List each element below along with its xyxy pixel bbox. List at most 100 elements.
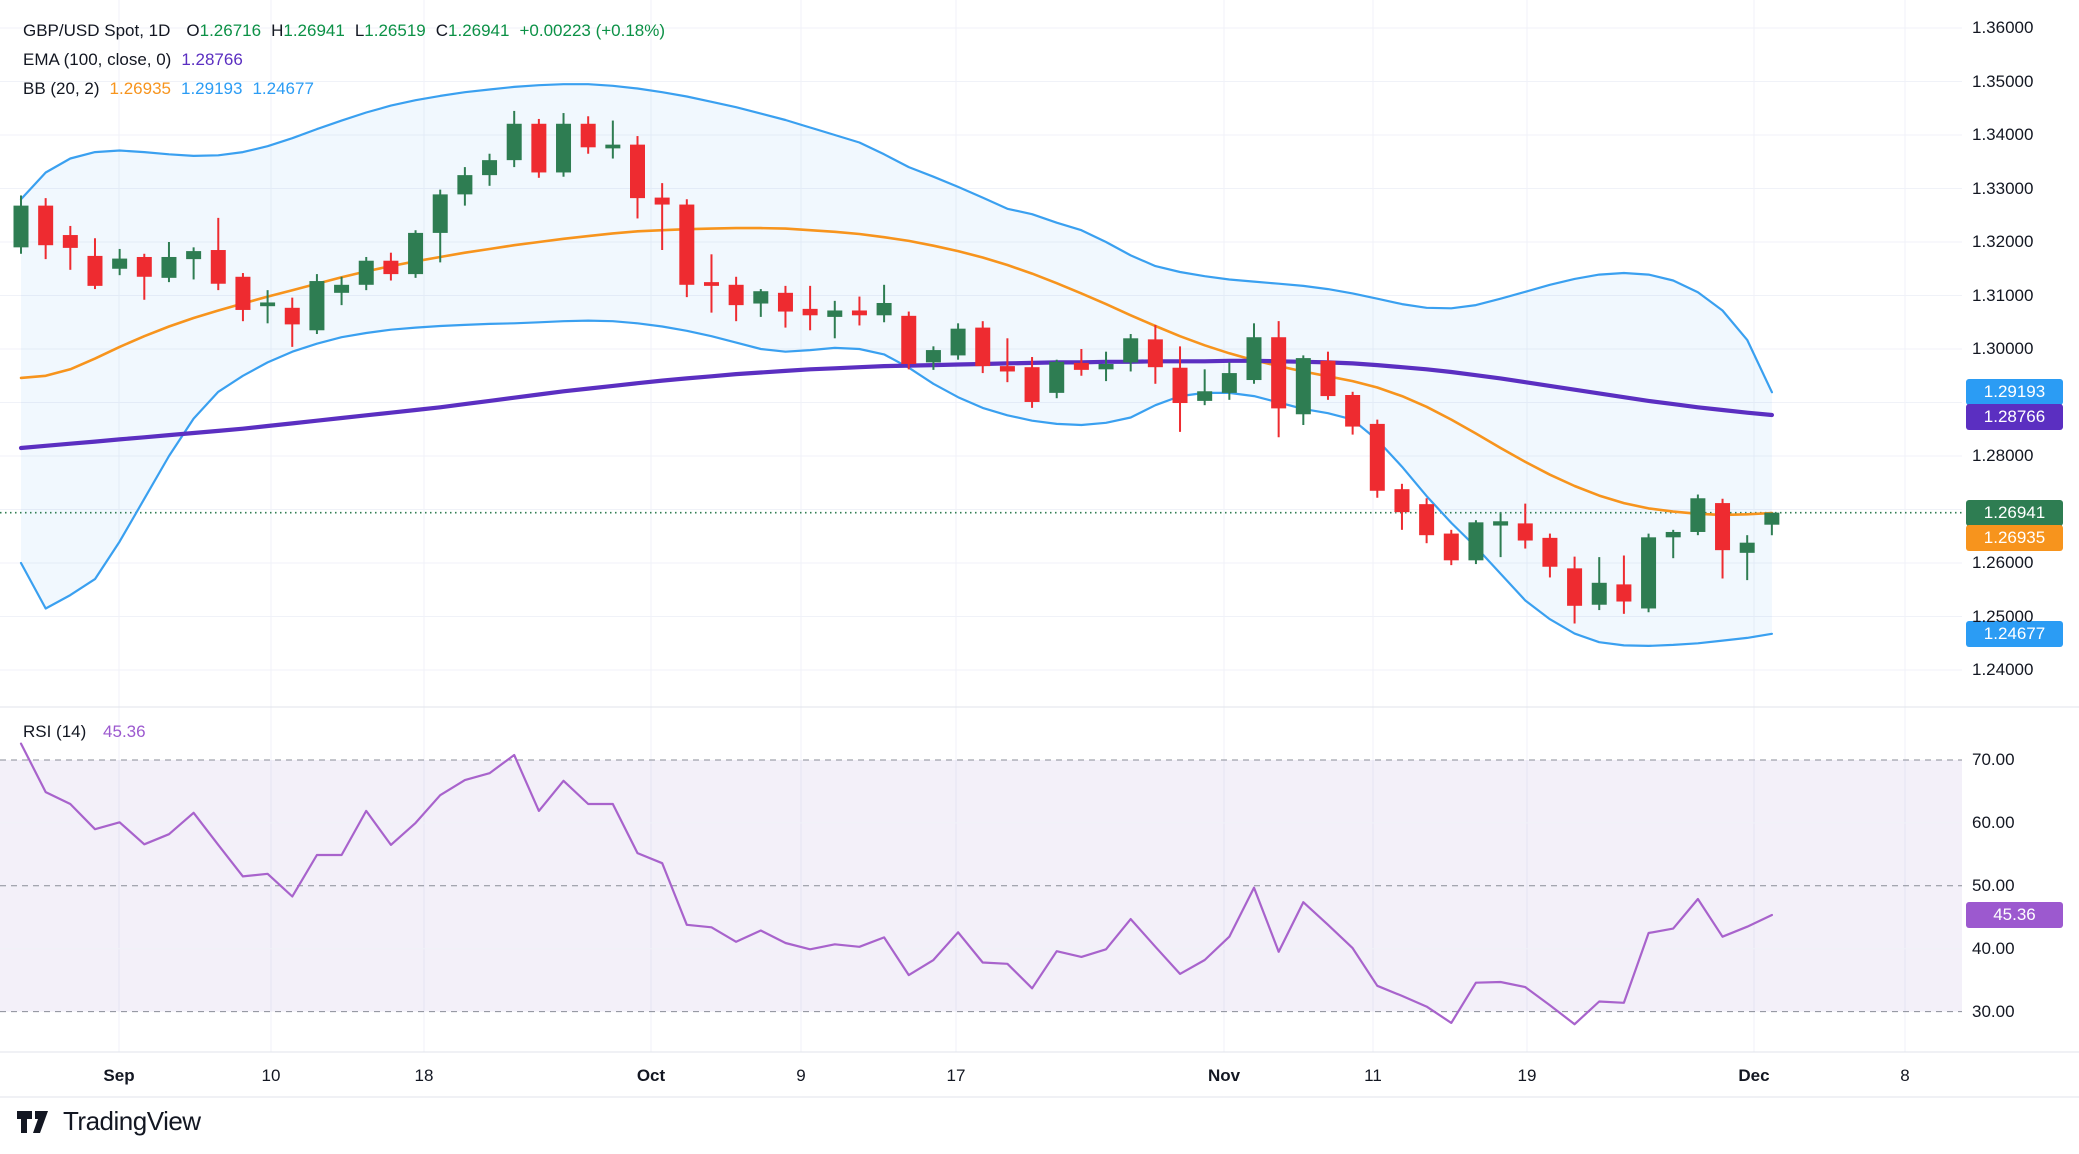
candle-bar [284, 307, 300, 325]
bb-legend-row[interactable]: BB (20, 2) 1.26935 1.29193 1.24677 [23, 74, 665, 103]
price-axis-label: 1.36000 [1972, 18, 2034, 37]
price-axis-label: 1.35000 [1972, 71, 2034, 91]
ohlc-open: O1.26716 [186, 21, 262, 40]
price-axis-label: 1.24000 [1972, 660, 2034, 679]
price-axis-label: 1.30000 [1972, 339, 2034, 358]
candle-bar [87, 255, 103, 286]
tradingview-logo-icon [17, 1110, 48, 1133]
price-axis-label: 1.32000 [1972, 232, 2034, 251]
candle-bar [1616, 584, 1632, 602]
ohlc-high: H1.26941 [271, 21, 345, 40]
candle-bar [1665, 531, 1681, 538]
time-axis-label: 10 [261, 1066, 281, 1085]
price-axis-label: 1.28000 [1972, 446, 2034, 465]
rsi-axis-label: 70.00 [1972, 750, 2015, 769]
ema-legend-row[interactable]: EMA (100, close, 0) 1.28766 [23, 45, 665, 74]
time-axis-label: 11 [1364, 1066, 1382, 1085]
ema-badge: 1.28766 [1966, 404, 2063, 431]
candle-bar [1320, 360, 1336, 397]
candle-bar [1419, 504, 1435, 536]
price-axis-label: 1.34000 [1972, 125, 2034, 144]
candle-bar [1049, 361, 1065, 393]
rsi-line [19, 742, 1774, 1026]
candle-bar [112, 258, 128, 269]
candle-bar [1715, 503, 1731, 551]
candle-bar [703, 282, 719, 286]
candle-bar [827, 310, 843, 317]
candle-bar [210, 250, 226, 284]
candle-bar [1221, 373, 1237, 393]
candle-bar [1345, 395, 1361, 427]
time-axis-label: Dec [1738, 1066, 1770, 1085]
candle-bar [482, 160, 498, 176]
candle-bar [1295, 358, 1311, 415]
candle-bar [1123, 338, 1139, 363]
candle-bar [777, 292, 793, 312]
time-axis-label: 18 [414, 1066, 434, 1085]
candle-bar [506, 123, 522, 161]
candle-bar [309, 281, 325, 331]
candle-bar [161, 256, 177, 278]
candle-bar [383, 260, 399, 275]
candle-bar [876, 302, 892, 316]
candle-bar [901, 315, 917, 364]
candle-bar [975, 327, 991, 367]
candle-bar [531, 123, 547, 173]
time-axis-label: 17 [946, 1066, 966, 1085]
candle-bar [1468, 522, 1484, 561]
candle-bar [1739, 542, 1755, 553]
candle-bar [1147, 339, 1163, 368]
candle-bar [334, 284, 350, 293]
time-axis-label: Nov [1207, 1066, 1241, 1085]
price-axis-label: 1.33000 [1972, 178, 2034, 198]
tradingview-logo-text: TradingView [63, 1106, 201, 1136]
candle-bar [679, 204, 695, 285]
candle-bar [235, 276, 251, 310]
candle-bar [38, 205, 54, 246]
price-axis-label: 1.26000 [1972, 553, 2034, 572]
rsi-axis-label: 60.00 [1972, 812, 2015, 832]
candle-bar [1690, 498, 1706, 532]
candle-bar [1394, 489, 1410, 513]
last-price-badge: 1.26941 [1966, 499, 2063, 526]
symbol-legend-row[interactable]: GBP/USD Spot, 1D O1.26716 H1.26941 L1.26… [23, 16, 665, 45]
symbol-title: GBP/USD Spot, 1D [23, 21, 171, 40]
rsi-axis-label: 40.00 [1972, 938, 2015, 958]
candle-bar [1542, 537, 1558, 567]
candle-bar [1493, 521, 1509, 526]
candle-bar [1024, 367, 1040, 402]
candle-bar [432, 194, 448, 233]
bb-basis-badge: 1.26935 [1966, 524, 2063, 551]
rsi-value: 45.36 [103, 722, 146, 741]
bb-upper-line [19, 83, 1774, 394]
candle-bar [1098, 363, 1114, 370]
candle-bar [457, 175, 473, 195]
candle-bar [1369, 423, 1385, 491]
rsi-name: RSI (14) [23, 722, 87, 741]
candle-bar [358, 260, 374, 285]
candle-bar [1591, 582, 1607, 605]
price-axis-label: 1.31000 [1972, 285, 2034, 305]
rsi-legend-row[interactable]: RSI (14) 45.36 [23, 722, 146, 742]
bb-upper-badge: 1.29193 [1966, 379, 2063, 406]
chart-legend: GBP/USD Spot, 1D O1.26716 H1.26941 L1.26… [23, 16, 665, 103]
candle-bar [13, 205, 29, 248]
time-axis-label: 9 [796, 1066, 806, 1085]
candle-bar [1443, 533, 1459, 561]
candle-bar [1567, 568, 1583, 606]
price-axis-label: 1.25000 [1972, 606, 2034, 626]
ohlc-close: C1.26941 [435, 21, 510, 40]
candle-bar [260, 302, 276, 307]
time-axis-label: Oct [636, 1066, 666, 1085]
candle-bar [753, 291, 769, 304]
candle-bar [1073, 362, 1089, 370]
bb-upper-value: 1.29193 [181, 79, 243, 98]
candle-bar [925, 350, 941, 363]
tradingview-logo[interactable]: TradingView [17, 1106, 201, 1137]
candle-bar [851, 310, 867, 316]
change-value: +0.00223 (+0.18%) [519, 21, 666, 40]
candle-bar [1641, 537, 1657, 609]
time-axis-label: Sep [103, 1066, 135, 1085]
candle-bar [999, 366, 1015, 372]
